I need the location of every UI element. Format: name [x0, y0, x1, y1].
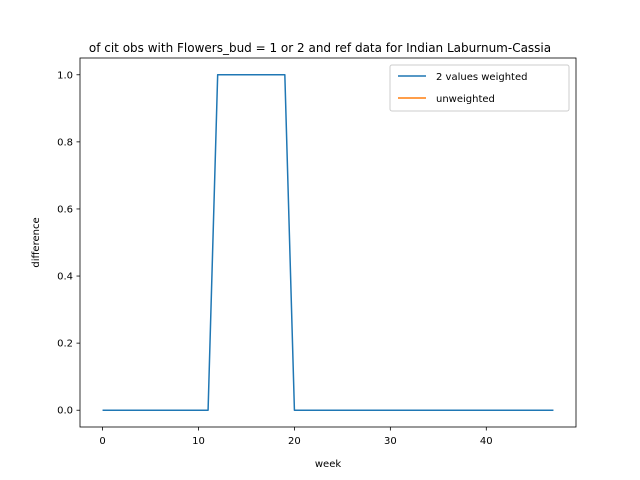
ticks-layer: 0 10 20 30 40 0.0 0.2 0.4 0.6 0.8 1.0 — [57, 70, 493, 447]
y-tick-label: 0.0 — [57, 406, 73, 417]
y-tick-label: 1.0 — [57, 70, 73, 81]
y-axis-label: difference — [31, 217, 42, 267]
legend-label-weighted: 2 values weighted — [436, 72, 527, 83]
legend-label-unweighted: unweighted — [436, 94, 495, 105]
x-axis-label: week — [315, 459, 341, 470]
x-tick-label: 40 — [480, 436, 493, 447]
x-tick-label: 30 — [384, 436, 397, 447]
plot-frame — [79, 57, 577, 428]
x-tick-label: 0 — [99, 436, 105, 447]
series-line-weighted — [102, 74, 554, 411]
y-tick-label: 0.8 — [57, 137, 73, 148]
series-layer — [102, 74, 554, 411]
y-tick-label: 0.6 — [57, 204, 73, 215]
x-tick-label: 10 — [192, 436, 205, 447]
chart-title: of cit obs with Flowers_bud = 1 or 2 and… — [89, 41, 551, 55]
y-tick-label: 0.4 — [57, 272, 73, 283]
legend-frame — [389, 64, 570, 112]
legend: 2 values weighted unweighted — [389, 64, 570, 112]
y-tick-label: 0.2 — [57, 339, 73, 350]
x-tick-label: 20 — [288, 436, 301, 447]
